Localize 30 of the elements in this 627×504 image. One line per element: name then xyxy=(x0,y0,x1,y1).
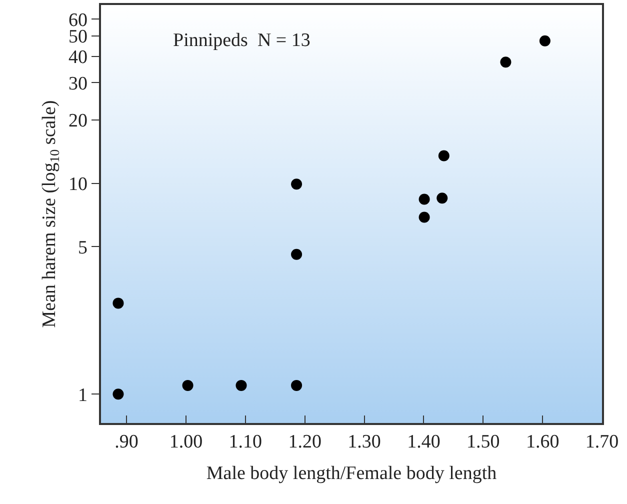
y-tick-label: 10 xyxy=(68,174,88,195)
y-tick-label: 5 xyxy=(78,237,88,258)
x-tick-label: 1.00 xyxy=(169,432,203,453)
point xyxy=(236,380,247,391)
annotation: Pinnipeds N = 13 xyxy=(173,30,310,51)
x-axis-title: Male body length/Female body length xyxy=(206,462,498,484)
x-tick-label: 1.20 xyxy=(288,432,322,453)
point xyxy=(291,380,302,391)
x-tick-label: .90 xyxy=(114,432,138,453)
x-tick-label: 1.10 xyxy=(228,432,262,453)
x-tick-label: 1.40 xyxy=(407,432,440,453)
point xyxy=(112,388,124,400)
point xyxy=(438,150,450,162)
point xyxy=(539,35,550,46)
point xyxy=(418,194,430,205)
point xyxy=(182,380,194,391)
point xyxy=(436,192,448,204)
y-tick-label: 30 xyxy=(68,73,88,94)
point xyxy=(418,212,430,223)
y-tick-label: 40 xyxy=(68,46,88,68)
x-tick-label: 1.50 xyxy=(466,432,500,453)
x-tick-label: 1.30 xyxy=(348,432,381,453)
y-tick-label: 20 xyxy=(68,110,88,132)
point xyxy=(500,56,512,68)
x-tick-label: 1.70 xyxy=(585,432,619,453)
point xyxy=(291,178,302,190)
point xyxy=(291,248,302,260)
y-tick-label: 1 xyxy=(78,384,88,406)
point xyxy=(112,298,124,309)
x-tick-label: 1.60 xyxy=(526,432,560,453)
